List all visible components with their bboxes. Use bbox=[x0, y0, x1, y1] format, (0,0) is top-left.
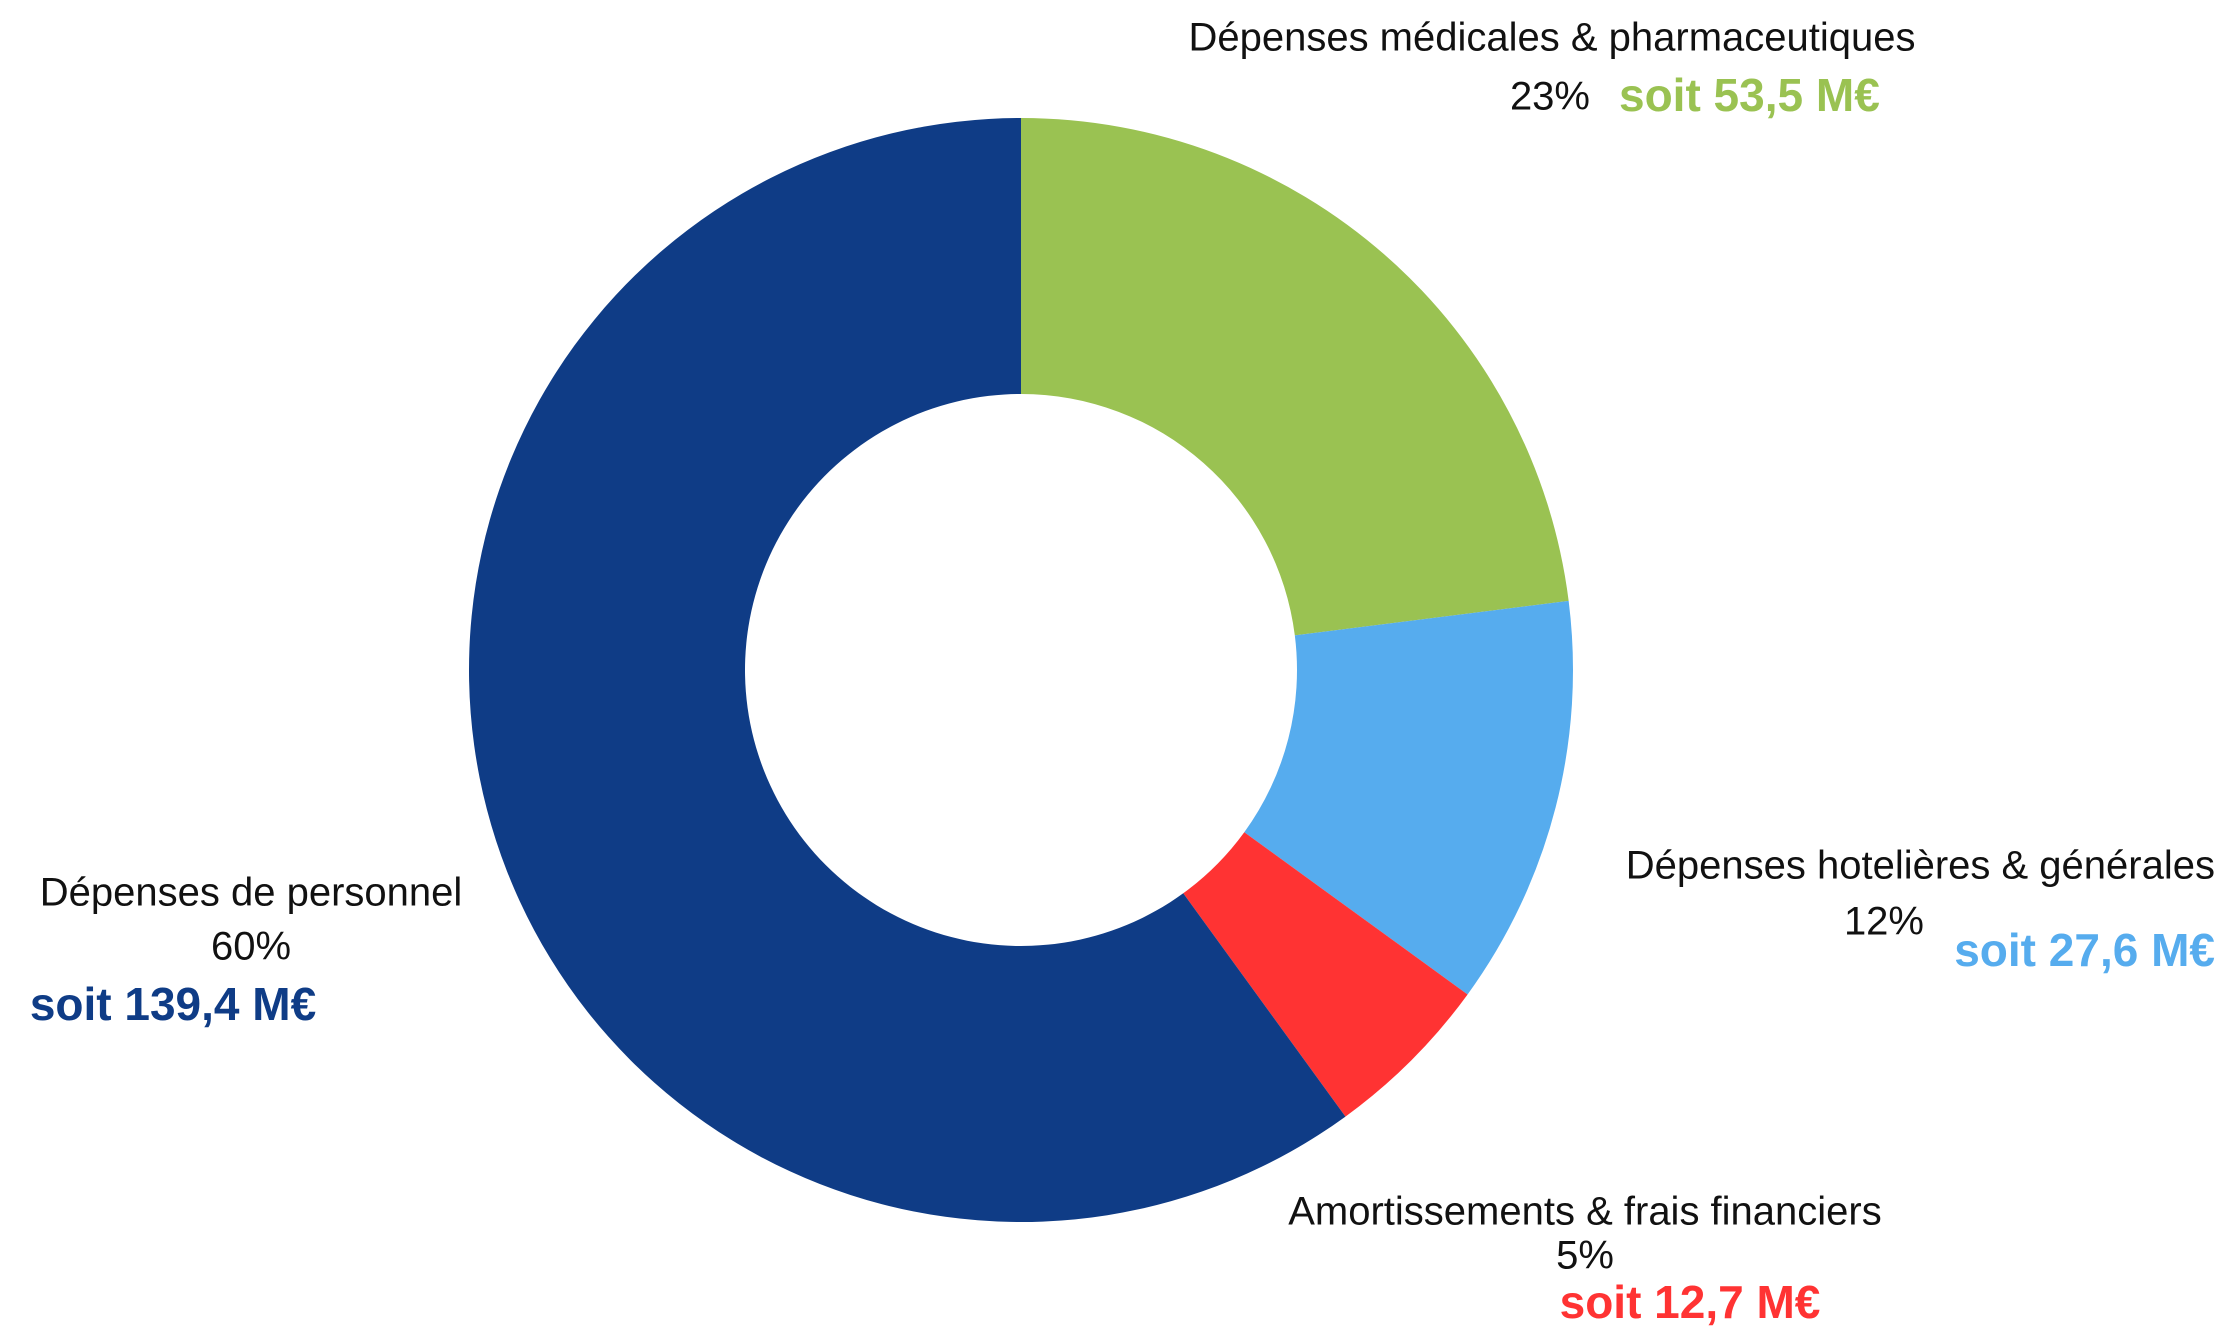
slice-label: Dépenses de personnel bbox=[40, 871, 463, 915]
slice-percent: 60% bbox=[211, 925, 291, 969]
slice-amount: soit 139,4 M€ bbox=[30, 978, 316, 1030]
slice-amount: soit 27,6 M€ bbox=[1954, 924, 2215, 976]
donut-slice bbox=[1244, 600, 1573, 995]
donut-slice bbox=[1183, 832, 1468, 1117]
donut-slice bbox=[1021, 118, 1569, 636]
slice-label: Amortissements & frais financiers bbox=[1288, 1190, 1882, 1234]
slice-percent: 12% bbox=[1844, 900, 1924, 944]
slice-percent: 5% bbox=[1556, 1234, 1614, 1278]
slice-percent: 23% bbox=[1510, 75, 1590, 119]
slice-label: Dépenses médicales & pharmaceutiques bbox=[1188, 16, 1915, 60]
slice-amount: soit 12,7 M€ bbox=[1560, 1276, 1821, 1327]
slice-amount: soit 53,5 M€ bbox=[1619, 69, 1880, 121]
donut-slice bbox=[469, 118, 1346, 1222]
slice-label: Dépenses hotelières & générales bbox=[1626, 844, 2215, 888]
